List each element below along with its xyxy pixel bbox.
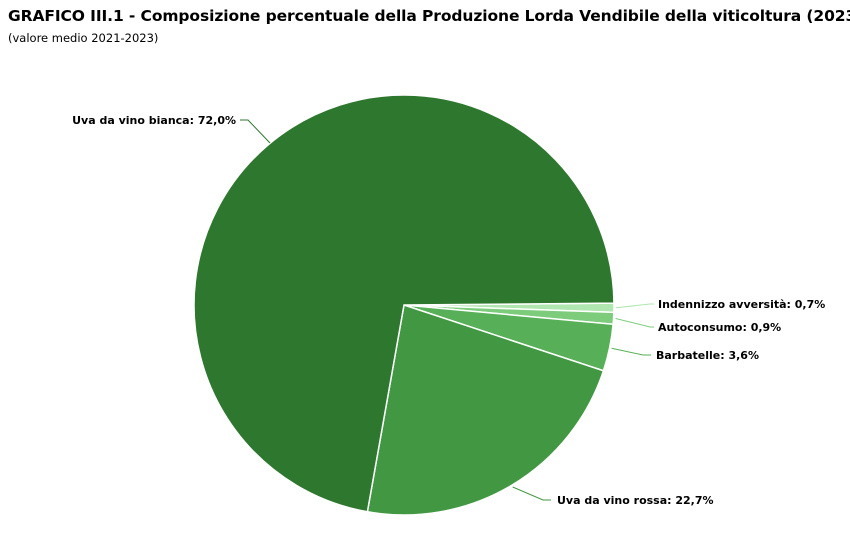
slice-label: Autoconsumo: 0,9% (658, 321, 781, 334)
slice-label: Barbatelle: 3,6% (656, 349, 759, 362)
leader-line (512, 486, 551, 501)
leader-line (611, 347, 651, 356)
leader-line (240, 119, 271, 144)
leader-line (615, 303, 654, 309)
slice-label: Uva da vino rossa: 22,7% (557, 494, 714, 507)
pie-slice-uva-da-vino-bianca (193, 94, 615, 513)
pie-slice-uva-da-vino-rossa (366, 304, 605, 516)
chart-title: GRAFICO III.1 - Composizione percentuale… (8, 7, 850, 25)
chart-subtitle: (valore medio 2021-2023) (8, 31, 159, 45)
leader-line (615, 318, 654, 328)
slice-label: Uva da vino bianca: 72,0% (72, 114, 236, 127)
slice-label: Indennizzo avversità: 0,7% (658, 298, 825, 311)
